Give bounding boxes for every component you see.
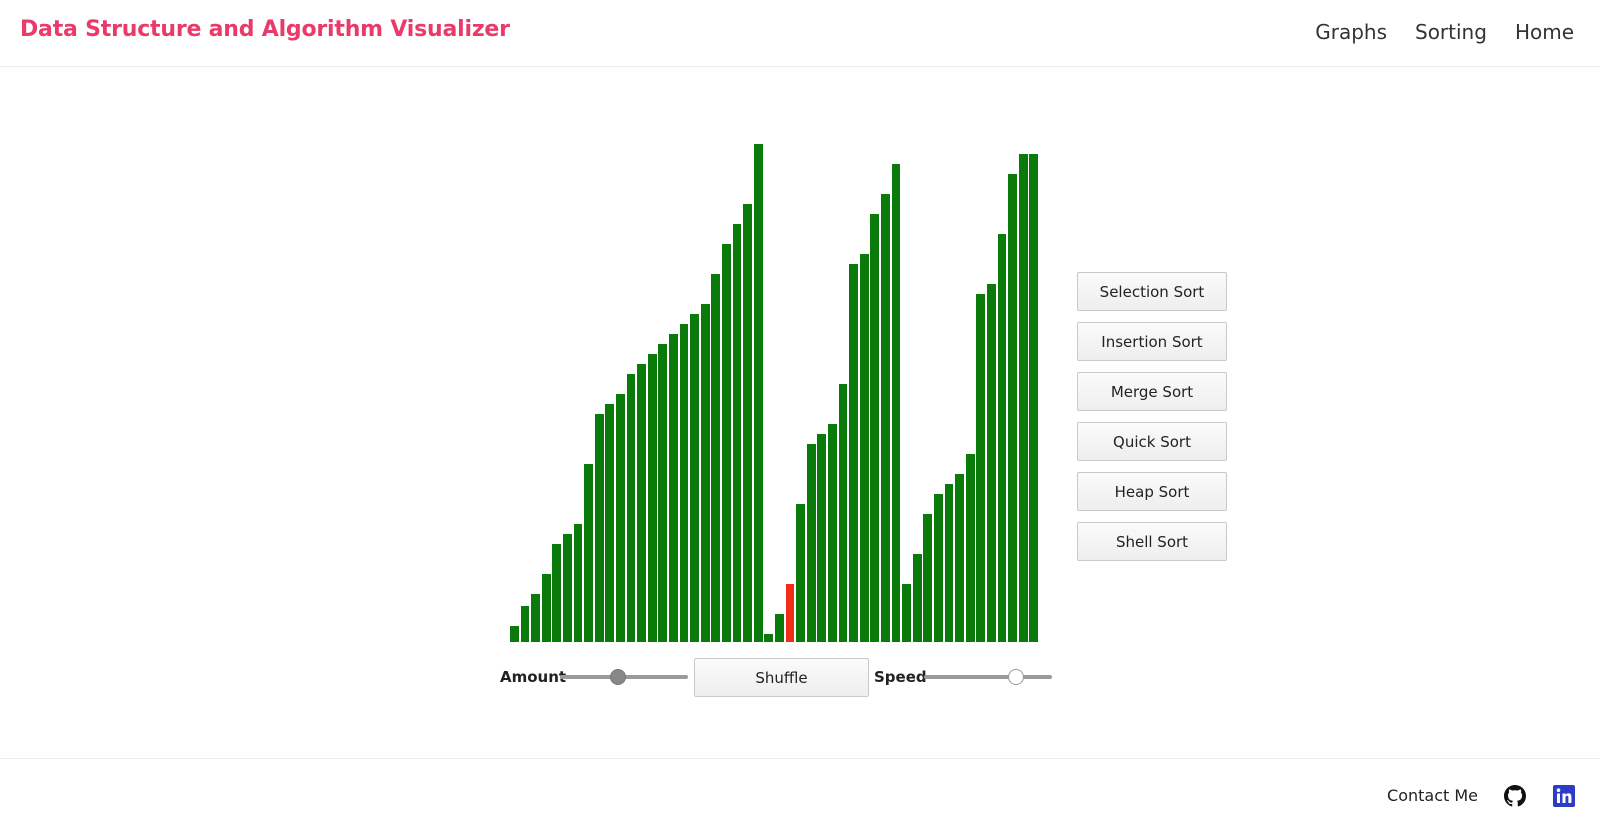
speed-slider[interactable] — [924, 669, 1052, 685]
sort-bar — [594, 414, 604, 642]
sort-bar — [965, 454, 975, 642]
sort-bar — [626, 374, 636, 642]
sort-bar — [785, 584, 795, 642]
sort-bar — [552, 544, 562, 642]
sort-bar — [923, 514, 933, 642]
sort-bar — [828, 424, 837, 642]
sort-bar — [838, 384, 848, 642]
sort-bar — [605, 404, 615, 642]
sort-bar — [743, 204, 752, 642]
nav-links: Graphs Sorting Home — [1315, 20, 1574, 44]
sort-bar — [510, 626, 519, 642]
insertion-sort-button[interactable]: Insertion Sort — [1077, 322, 1227, 361]
heap-sort-button[interactable]: Heap Sort — [1077, 472, 1227, 511]
sort-bar — [1008, 174, 1017, 642]
shuffle-button[interactable]: Shuffle — [694, 658, 869, 697]
sort-bar — [563, 534, 572, 642]
contact-me-link[interactable]: Contact Me — [1387, 786, 1478, 805]
sort-bar — [584, 464, 593, 642]
sort-bar — [520, 606, 530, 642]
nav-graphs-link[interactable]: Graphs — [1315, 20, 1387, 44]
sort-bar — [658, 344, 668, 642]
sort-bar — [541, 574, 551, 642]
sort-bar — [859, 254, 869, 642]
sort-bar — [573, 524, 583, 642]
merge-sort-button[interactable]: Merge Sort — [1077, 372, 1227, 411]
sort-bar — [647, 354, 657, 642]
sort-bar — [1018, 154, 1028, 642]
sort-bar — [881, 194, 890, 642]
sort-bar — [806, 444, 816, 642]
sort-bar — [679, 324, 689, 642]
sort-bar — [976, 294, 986, 642]
brand-title[interactable]: Data Structure and Algorithm Visualizer — [20, 17, 510, 42]
amount-label: Amount — [500, 668, 567, 686]
sort-bar — [902, 584, 911, 642]
nav-home-link[interactable]: Home — [1514, 20, 1574, 44]
amount-slider[interactable] — [560, 669, 688, 685]
sort-bar — [531, 594, 540, 642]
github-icon[interactable] — [1504, 785, 1526, 807]
sort-bars-chart — [510, 120, 1042, 642]
selection-sort-button[interactable]: Selection Sort — [1077, 272, 1227, 311]
sort-bar — [987, 284, 996, 642]
control-bar: Amount Shuffle Speed — [500, 657, 1060, 697]
sort-bar — [711, 274, 721, 642]
nav-sorting-link[interactable]: Sorting — [1415, 20, 1487, 44]
sort-bar — [669, 334, 678, 642]
sort-bar — [997, 234, 1007, 642]
sort-bar — [796, 504, 805, 642]
sort-bar — [722, 244, 731, 642]
sort-bar — [690, 314, 699, 642]
sort-bar — [637, 364, 646, 642]
sort-bar — [870, 214, 880, 642]
footer: Contact Me — [0, 758, 1600, 817]
sort-bar — [955, 474, 964, 642]
sort-bar — [817, 434, 827, 642]
sort-bar — [1029, 154, 1039, 642]
quick-sort-button[interactable]: Quick Sort — [1077, 422, 1227, 461]
algorithm-buttons: Selection Sort Insertion Sort Merge Sort… — [1077, 272, 1227, 572]
sort-bar — [616, 394, 625, 642]
shell-sort-button[interactable]: Shell Sort — [1077, 522, 1227, 561]
top-navbar: Data Structure and Algorithm Visualizer … — [0, 0, 1600, 67]
sort-bar — [753, 144, 763, 642]
linkedin-icon[interactable] — [1553, 785, 1575, 807]
sort-bar — [775, 614, 784, 642]
sort-bar — [912, 554, 922, 642]
sort-bar — [732, 224, 742, 642]
sort-bar — [944, 484, 954, 642]
sort-bar — [934, 494, 943, 642]
sort-bar — [891, 164, 901, 642]
speed-label: Speed — [874, 668, 927, 686]
sort-bar — [849, 264, 858, 642]
sort-bar — [764, 634, 774, 642]
sort-bar — [700, 304, 710, 642]
speed-slider-thumb[interactable] — [1008, 669, 1025, 685]
amount-slider-thumb[interactable] — [609, 669, 626, 685]
